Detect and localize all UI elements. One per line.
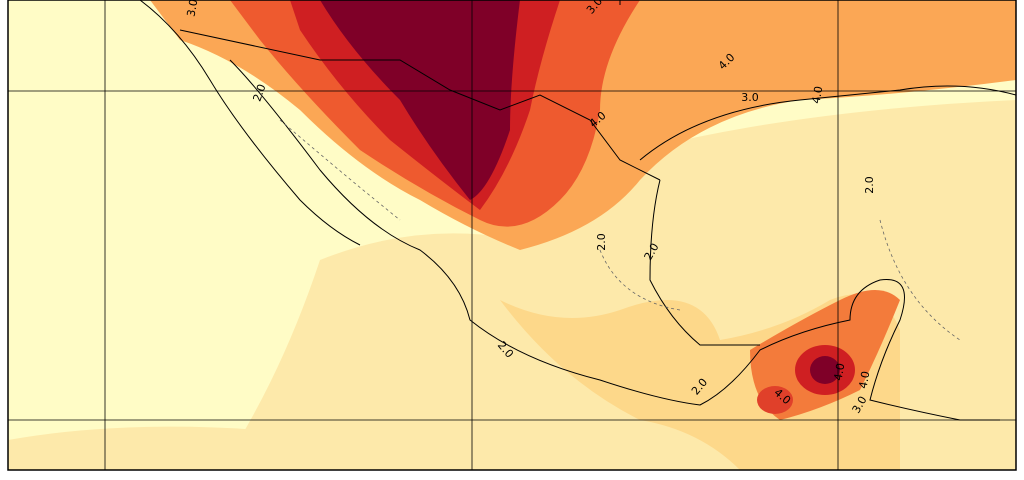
contour-label: 3.0 xyxy=(741,91,759,104)
border xyxy=(179,29,661,181)
field xyxy=(8,0,1016,470)
level-2c xyxy=(8,426,305,470)
hotspot-center xyxy=(810,356,840,384)
contour-label: 2.0 xyxy=(250,82,268,103)
contour-label: 4.0 xyxy=(810,85,826,104)
contour-label: 4.0 xyxy=(832,362,848,381)
hotspot-small xyxy=(757,386,793,414)
coastline xyxy=(139,0,1016,421)
contour-label: 2.0 xyxy=(863,176,876,194)
contour-label: 3.0 xyxy=(185,0,201,18)
contour-label: 2.0 xyxy=(595,233,608,251)
contour-line xyxy=(279,119,961,341)
level-6 xyxy=(320,0,520,200)
frame xyxy=(7,0,1017,471)
contour-label: 4.0 xyxy=(857,370,873,389)
